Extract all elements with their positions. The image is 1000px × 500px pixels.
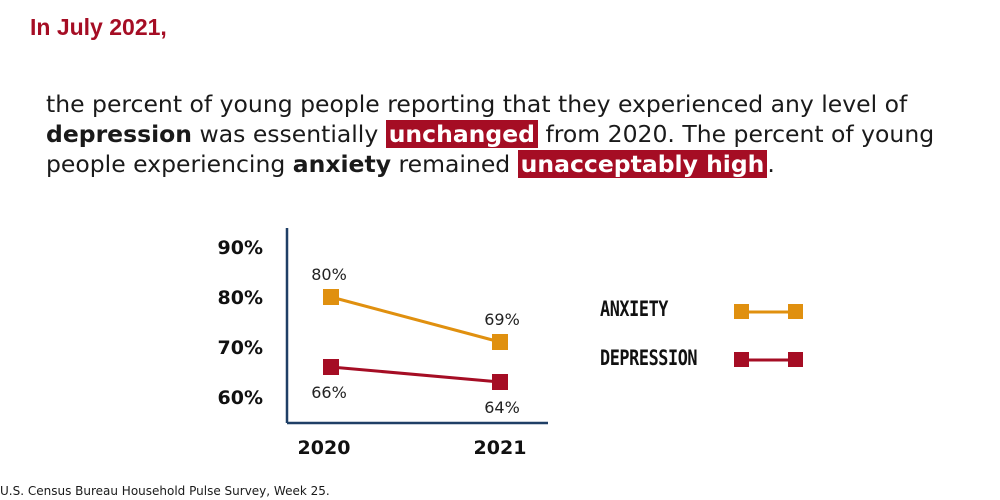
x-tick-label: 2021 xyxy=(474,437,527,459)
headline-text-1: the percent of young people reporting th… xyxy=(46,90,908,118)
headline-text-3: from 2020. The percent of young people e… xyxy=(46,120,935,178)
headline-text-4: remained xyxy=(391,150,518,178)
series-line-depression xyxy=(330,365,501,384)
headline-text-5: . xyxy=(767,150,775,178)
headline-highlight-unacceptably-high: unacceptably high xyxy=(517,150,768,178)
series-line-anxiety xyxy=(330,295,501,344)
data-label: 64% xyxy=(484,398,520,417)
source-note: U.S. Census Bureau Household Pulse Surve… xyxy=(0,484,330,498)
y-tick-label: 90% xyxy=(218,237,263,259)
x-tick-label: 2020 xyxy=(298,437,351,459)
y-tick-label: 60% xyxy=(218,387,263,409)
data-point-marker xyxy=(323,289,339,305)
legend-marker xyxy=(788,304,803,319)
legend-marker xyxy=(788,352,803,367)
headline-highlight-unchanged: unchanged xyxy=(385,120,538,148)
headline: the percent of young people reporting th… xyxy=(46,89,946,179)
data-label: 66% xyxy=(311,383,347,402)
headline-depression: depression xyxy=(46,120,193,148)
legend-marker xyxy=(734,352,749,367)
data-point-marker xyxy=(323,359,339,375)
legend-label-depression: DEPRESSION xyxy=(600,346,698,370)
headline-text-2: was essentially xyxy=(192,120,386,148)
data-label: 80% xyxy=(311,265,347,284)
data-label: 69% xyxy=(484,310,520,329)
legend-label-anxiety: ANXIETY xyxy=(600,297,669,321)
data-point-marker xyxy=(492,374,508,390)
data-point-marker xyxy=(492,334,508,350)
headline-anxiety: anxiety xyxy=(292,150,392,178)
legend-marker xyxy=(734,304,749,319)
y-tick-label: 70% xyxy=(218,337,263,359)
kicker-title: In July 2021, xyxy=(30,14,167,40)
y-tick-label: 80% xyxy=(218,287,263,309)
